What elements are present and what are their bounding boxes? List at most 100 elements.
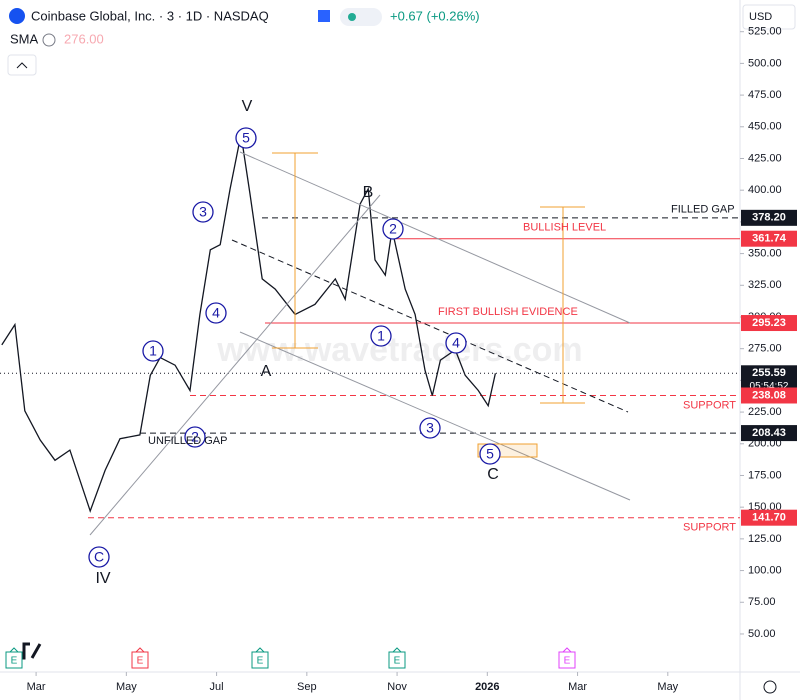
y-tick-label: 50.00 xyxy=(748,628,776,640)
y-tick-label: 425.00 xyxy=(748,152,782,164)
collapse-button[interactable] xyxy=(7,54,37,76)
price-label-box xyxy=(741,230,797,247)
wave-label: 1 xyxy=(377,328,385,344)
y-tick-label: 125.00 xyxy=(748,533,782,545)
earnings-marker xyxy=(5,647,23,669)
earnings-marker xyxy=(251,647,269,669)
earnings-marker xyxy=(558,647,576,669)
price-label: 238.08 xyxy=(752,389,786,401)
wave-label: 3 xyxy=(199,204,207,220)
wave-label: 3 xyxy=(426,420,434,436)
wave-label: C xyxy=(487,466,499,483)
wave-label: IV xyxy=(95,570,110,587)
price-label-box xyxy=(741,209,797,226)
level-note: FILLED GAP xyxy=(671,204,735,216)
wave-label: V xyxy=(242,98,253,115)
price-change: +0.67 (+0.26%) xyxy=(390,8,480,23)
wave-circle xyxy=(184,426,206,448)
earnings-label: E xyxy=(564,656,571,667)
wave-label: 2 xyxy=(389,221,397,237)
y-tick-label: 275.00 xyxy=(748,343,782,355)
wave-label: 5 xyxy=(486,446,494,462)
flag-icon[interactable] xyxy=(318,10,330,22)
wave-circle xyxy=(205,302,227,324)
plot-area: www.wavetraders.com xyxy=(0,134,740,519)
channel-line xyxy=(89,194,381,536)
x-tick-label: Mar xyxy=(27,681,46,693)
price-label: 141.70 xyxy=(752,512,786,524)
y-tick-label: 100.00 xyxy=(748,564,782,576)
wave-circle xyxy=(88,546,110,568)
earnings-marker xyxy=(131,647,149,669)
x-tick-label: Nov xyxy=(387,681,407,693)
y-tick-label: 525.00 xyxy=(748,26,782,38)
collapse-icon xyxy=(16,62,28,69)
y-tick-label: 500.00 xyxy=(748,57,782,69)
level-note: SUPPORT xyxy=(683,399,736,411)
trend-line xyxy=(231,239,629,413)
x-tick-label: 2026 xyxy=(475,681,499,693)
x-tick-label: Sep xyxy=(297,681,317,693)
indicator-name: SMA xyxy=(10,31,39,46)
wave-circle xyxy=(382,218,404,240)
price-label: 295.23 xyxy=(752,317,786,329)
y-tick-label: 450.00 xyxy=(748,121,782,133)
wave-circle xyxy=(479,443,501,465)
price-label-box xyxy=(741,315,797,332)
wave-label: B xyxy=(363,184,374,201)
price-label-box xyxy=(741,509,797,526)
earnings-label: E xyxy=(11,656,18,667)
earnings-marker xyxy=(388,647,406,669)
indicator-value: 276.00 xyxy=(64,31,104,46)
y-tick-label: 350.00 xyxy=(748,247,782,259)
measure-tool xyxy=(272,152,585,404)
indicator-settings[interactable] xyxy=(42,33,56,47)
wave-label: 1 xyxy=(149,343,157,359)
wave-label: A xyxy=(261,363,272,380)
countdown: 05:54:52 xyxy=(750,381,789,392)
wave-circle xyxy=(235,127,257,149)
earnings-label: E xyxy=(137,656,144,667)
level-note: FIRST BULLISH EVIDENCE xyxy=(438,306,578,318)
y-tick-label: 225.00 xyxy=(748,406,782,418)
price-label-box xyxy=(741,425,797,442)
currency-button[interactable] xyxy=(742,4,796,30)
x-tick-label: May xyxy=(116,681,137,693)
y-tick-label: 75.00 xyxy=(748,596,776,608)
earnings-label: E xyxy=(394,656,401,667)
wave-circle xyxy=(445,332,467,354)
x-tick-label: Mar xyxy=(568,681,587,693)
wave-label: 4 xyxy=(212,305,220,321)
y-tick-label: 400.00 xyxy=(748,184,782,196)
settings-icon[interactable] xyxy=(763,680,777,694)
price-label: 208.43 xyxy=(752,427,786,439)
price-line xyxy=(1,134,497,513)
y-tick-label: 325.00 xyxy=(748,279,782,291)
wave-circle xyxy=(419,417,441,439)
status-pill xyxy=(340,8,382,26)
price-label: 361.74 xyxy=(752,233,787,245)
x-tick-label: May xyxy=(657,681,678,693)
currency: USD xyxy=(749,11,772,23)
wave-label: 4 xyxy=(452,335,460,351)
x-tick-label: Jul xyxy=(210,681,224,693)
wave-circle xyxy=(370,325,392,347)
symbol-title: Coinbase Global, Inc. · 3 · 1D · NASDAQ xyxy=(31,8,269,23)
symbol-logo xyxy=(9,8,25,24)
wave-label: 5 xyxy=(242,130,250,146)
market-dot xyxy=(348,13,356,21)
y-tick-label: 475.00 xyxy=(748,89,782,101)
price-label: 255.59 xyxy=(752,367,786,379)
channel-line xyxy=(239,151,631,324)
earnings-label: E xyxy=(257,656,264,667)
price-label-box xyxy=(741,387,797,404)
y-tick-label: 175.00 xyxy=(748,469,782,481)
header: Coinbase Global, Inc. · 3 · 1D · NASDAQ … xyxy=(7,4,796,694)
level-note: UNFILLED GAP xyxy=(148,435,227,447)
level-note: SUPPORT xyxy=(683,522,736,534)
annotations: V 5 3 4 1 2 C IV A B 2 1 4 3 5 C xyxy=(88,98,631,587)
channel-line xyxy=(239,331,631,501)
